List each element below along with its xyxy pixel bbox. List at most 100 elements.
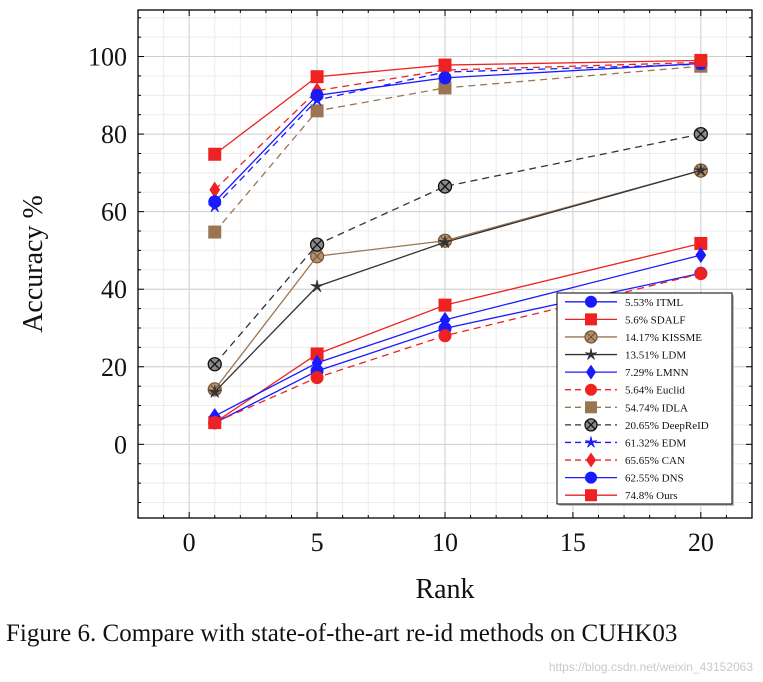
series-11 bbox=[208, 53, 708, 161]
legend-label: 61.32% EDM bbox=[625, 437, 686, 449]
series-line bbox=[214, 63, 701, 207]
y-tick-label: 40 bbox=[101, 275, 127, 304]
legend-label: 5.53% ITML bbox=[625, 297, 683, 309]
marker-x bbox=[439, 181, 451, 192]
legend-marker bbox=[584, 330, 598, 344]
marker-star bbox=[694, 163, 708, 177]
series-line bbox=[214, 61, 701, 191]
marker-circle bbox=[585, 295, 597, 308]
data-point bbox=[310, 70, 324, 84]
series-line bbox=[214, 169, 702, 390]
series-line bbox=[214, 59, 701, 155]
legend-marker bbox=[585, 295, 597, 308]
marker-circle bbox=[585, 383, 597, 396]
marker-square bbox=[585, 489, 597, 502]
legend-item: 7.29% LMNN bbox=[565, 364, 689, 380]
marker-circle bbox=[694, 267, 708, 281]
legend-marker bbox=[585, 383, 597, 396]
marker-circle bbox=[208, 415, 222, 429]
marker-star bbox=[310, 279, 324, 293]
legend-label: 65.65% CAN bbox=[625, 455, 685, 467]
series-line bbox=[214, 242, 701, 424]
x-tick-label: 10 bbox=[432, 528, 458, 557]
marker-square bbox=[310, 70, 324, 84]
legend-label: 74.8% Ours bbox=[625, 490, 678, 502]
series-10 bbox=[208, 57, 708, 209]
legend-label: 7.29% LMNN bbox=[625, 367, 689, 379]
data-point bbox=[439, 311, 451, 328]
legend-item: 13.51% LDM bbox=[565, 348, 686, 362]
watermark: https://blog.csdn.net/weixin_43152063 bbox=[548, 660, 753, 674]
legend-item: 20.65% DeepReID bbox=[565, 418, 709, 432]
y-tick-label: 60 bbox=[101, 198, 127, 227]
figure-caption: Figure 6. Compare with state-of-the-art … bbox=[6, 620, 678, 647]
marker-diamond bbox=[311, 354, 323, 371]
marker-circle bbox=[208, 195, 222, 209]
legend-marker bbox=[585, 401, 597, 414]
data-point bbox=[310, 104, 324, 118]
marker-diamond bbox=[439, 311, 451, 328]
marker-diamond bbox=[585, 452, 597, 468]
y-tick-label: 20 bbox=[101, 353, 127, 382]
data-point bbox=[693, 126, 708, 142]
marker-circle bbox=[585, 471, 597, 484]
marker-square bbox=[438, 58, 452, 72]
legend-label: 5.6% SDALF bbox=[625, 314, 686, 326]
legend: 5.53% ITML 5.6% SDALF 14.17% KISSME 13.51% … bbox=[556, 292, 734, 506]
legend-item: 54.74% IDLA bbox=[565, 401, 688, 414]
y-tick-label: 100 bbox=[88, 43, 127, 72]
legend-label: 62.55% DNS bbox=[625, 473, 684, 485]
y-axis-label: Accuracy % bbox=[18, 195, 49, 333]
marker-diamond bbox=[585, 364, 597, 380]
data-point bbox=[207, 357, 222, 372]
marker-square bbox=[585, 401, 597, 414]
legend-item: 65.65% CAN bbox=[565, 452, 685, 468]
marker-circle bbox=[438, 71, 452, 85]
series-7 bbox=[207, 126, 708, 372]
data-point bbox=[310, 371, 324, 385]
marker-square bbox=[694, 53, 708, 67]
marker-square bbox=[585, 313, 597, 326]
legend-box bbox=[556, 292, 733, 505]
legend-marker bbox=[585, 348, 597, 360]
legend-item: 5.64% Euclid bbox=[565, 383, 685, 397]
legend-label: 54.74% IDLA bbox=[625, 402, 688, 414]
legend-item: 14.17% KISSME bbox=[565, 330, 702, 344]
series-line bbox=[214, 133, 701, 365]
legend-item: 61.32% EDM bbox=[565, 436, 686, 449]
data-point bbox=[695, 246, 707, 264]
data-point bbox=[208, 225, 222, 239]
series-line bbox=[214, 62, 701, 203]
marker-square bbox=[208, 225, 222, 239]
marker-x bbox=[586, 420, 596, 430]
legend-label: 5.64% Euclid bbox=[625, 385, 685, 397]
legend-item: 62.55% DNS bbox=[565, 471, 684, 485]
data-point bbox=[694, 163, 708, 177]
line-chart: 0 5 10 15 20 0 20 40 60 80 100 Rank Accuracy % 5.53% … bbox=[18, 9, 753, 605]
data-point bbox=[438, 58, 452, 72]
x-tick-label: 15 bbox=[560, 528, 586, 557]
data-point bbox=[311, 354, 323, 371]
data-point bbox=[694, 267, 708, 281]
data-point bbox=[208, 147, 222, 161]
data-point bbox=[209, 181, 221, 198]
y-tick-label: 80 bbox=[101, 120, 127, 149]
marker-x bbox=[209, 359, 220, 370]
data-point bbox=[694, 53, 708, 67]
legend-item: 5.6% SDALF bbox=[565, 313, 686, 326]
legend-item: 74.8% Ours bbox=[565, 489, 678, 502]
series-line bbox=[214, 254, 701, 417]
x-axis-label: Rank bbox=[415, 574, 474, 605]
marker-x bbox=[312, 239, 323, 250]
marker-star bbox=[208, 385, 222, 398]
x-tick-label: 5 bbox=[311, 528, 324, 557]
data-point bbox=[309, 237, 325, 252]
data-point bbox=[309, 249, 325, 264]
marker-star bbox=[585, 436, 597, 448]
legend-marker bbox=[585, 471, 597, 484]
legend-marker bbox=[585, 489, 597, 502]
data-point bbox=[438, 71, 452, 85]
marker-circle bbox=[310, 371, 324, 385]
data-point bbox=[437, 179, 453, 194]
legend-marker bbox=[585, 452, 597, 468]
